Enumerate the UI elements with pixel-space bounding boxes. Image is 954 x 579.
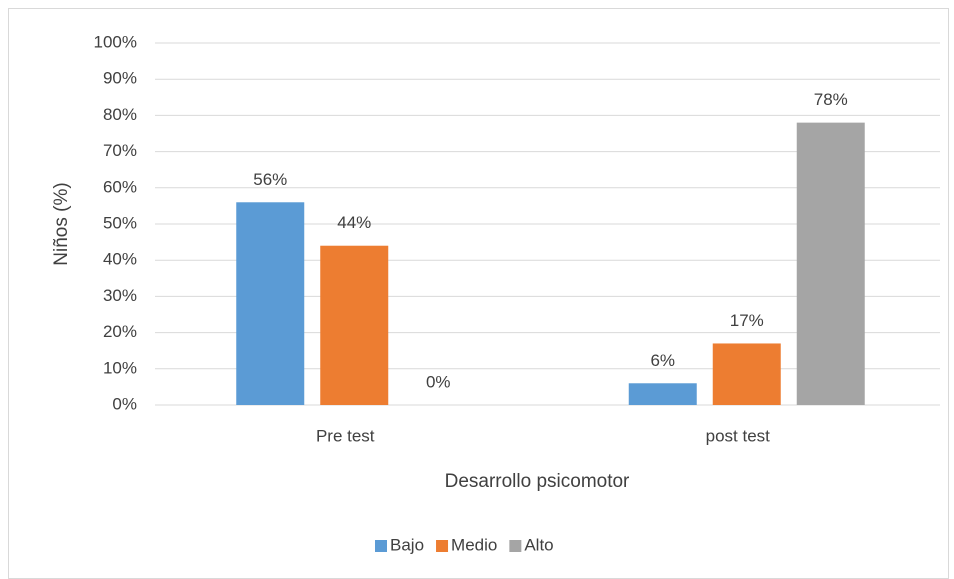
y-tick-label: 50% bbox=[103, 213, 137, 232]
data-label: 17% bbox=[730, 311, 764, 330]
y-tick-label: 100% bbox=[94, 32, 137, 51]
data-label: 0% bbox=[426, 372, 451, 391]
legend-swatch bbox=[436, 540, 449, 552]
legend-label: Bajo bbox=[390, 535, 424, 554]
bar bbox=[796, 122, 865, 405]
legend-label: Alto bbox=[524, 535, 553, 554]
x-tick-label: Pre test bbox=[316, 426, 375, 445]
y-tick-label: 80% bbox=[103, 105, 137, 124]
y-tick-label: 10% bbox=[103, 358, 137, 377]
y-tick-label: 0% bbox=[112, 394, 137, 413]
legend-swatch bbox=[375, 540, 387, 552]
y-tick-label: 60% bbox=[103, 177, 137, 196]
legend-label: Medio bbox=[451, 535, 497, 554]
bar bbox=[236, 202, 305, 405]
y-tick-label: 40% bbox=[103, 250, 137, 269]
legend-swatch bbox=[509, 540, 522, 552]
chart-border bbox=[8, 8, 949, 579]
bar bbox=[320, 245, 389, 405]
x-axis-title: Desarrollo psicomotor bbox=[445, 471, 630, 492]
y-tick-label: 20% bbox=[103, 322, 137, 341]
y-tick-label: 30% bbox=[103, 286, 137, 305]
y-axis-title: Niños (%) bbox=[51, 182, 72, 265]
y-tick-label: 90% bbox=[103, 69, 137, 88]
bar bbox=[628, 383, 697, 405]
data-label: 78% bbox=[814, 90, 848, 109]
y-tick-label: 70% bbox=[103, 141, 137, 160]
data-label: 6% bbox=[650, 351, 675, 370]
x-tick-label: post test bbox=[706, 426, 771, 445]
data-label: 56% bbox=[253, 170, 287, 189]
bar bbox=[712, 343, 781, 405]
data-label: 44% bbox=[337, 213, 371, 232]
